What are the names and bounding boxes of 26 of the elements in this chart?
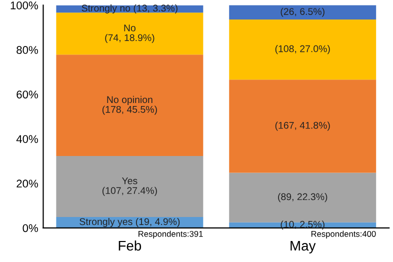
y-tick-label: 100% <box>10 2 38 10</box>
y-tick-label: 40% <box>16 135 38 143</box>
y-tick-label: 20% <box>16 180 38 188</box>
data-label: (89, 22.3%) <box>278 193 328 202</box>
data-label: Strongly no (13, 3.3%) <box>82 4 178 14</box>
data-label: Yes (107, 27.4%) <box>102 177 157 196</box>
data-label: (108, 27.0%) <box>275 45 330 54</box>
bar <box>229 172 376 222</box>
bar <box>229 19 376 80</box>
x-tick-label: May <box>290 240 316 254</box>
text: Respondents:391 <box>138 230 203 238</box>
y-tick-label: 60% <box>16 90 38 98</box>
bar <box>229 5 376 20</box>
bar <box>56 54 204 156</box>
data-label: No opinion (178, 45.5%) <box>102 96 157 115</box>
data-label: Strongly yes (19, 4.9%) <box>80 218 180 228</box>
y-tick-label: 0% <box>22 224 38 232</box>
bar <box>56 156 204 218</box>
bar <box>56 12 204 55</box>
text: Respondents:400 <box>311 230 376 238</box>
data-label: No (74, 18.9%) <box>105 24 154 44</box>
data-label: (167, 41.8%) <box>275 122 330 131</box>
y-tick-label: 80% <box>16 46 38 54</box>
bar <box>229 80 376 173</box>
x-tick-label: Feb <box>118 240 142 251</box>
data-label: (26, 6.5%) <box>280 8 324 17</box>
